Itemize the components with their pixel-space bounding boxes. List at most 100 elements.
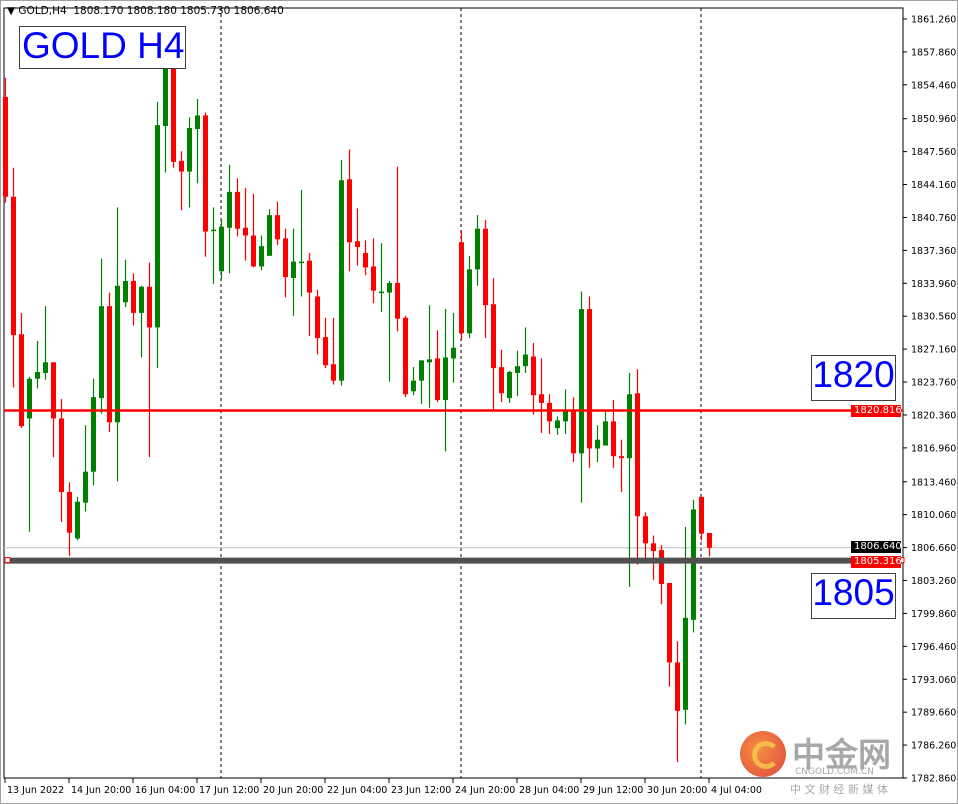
y-tick-label: 1830.560 xyxy=(911,312,956,323)
y-tick-label: 1857.860 xyxy=(911,47,956,58)
candle-body-bearish xyxy=(435,358,440,401)
candle-body-bullish xyxy=(627,394,632,459)
candle-body-bullish xyxy=(211,229,216,232)
candle-body-bearish xyxy=(179,160,184,172)
candle-body-bullish xyxy=(507,371,512,399)
candle-body-bullish xyxy=(515,366,520,373)
y-tick-label: 1793.060 xyxy=(911,675,956,686)
level-label-lower: 1805 xyxy=(811,573,896,619)
candle-body-bullish xyxy=(195,115,200,129)
x-tick-label: 16 Jun 04:00 xyxy=(135,785,195,796)
candle-body-bearish xyxy=(699,496,704,534)
watermark-slogan: 中 文 财 经 新 媒 体 xyxy=(790,783,888,796)
y-tick-label: 1844.160 xyxy=(911,180,956,191)
candle-body-bearish xyxy=(51,362,56,419)
x-tick-label: 13 Jun 2022 xyxy=(7,785,64,796)
y-tick-label: 1799.860 xyxy=(911,609,956,620)
candle-body-bearish xyxy=(659,550,664,584)
ohlc-readout: 1808.170 1808.180 1805.730 1806.640 xyxy=(73,5,284,17)
candle-body-bullish xyxy=(595,439,600,449)
candle-body-bullish xyxy=(411,380,416,392)
candle-body-bullish xyxy=(155,125,160,328)
plot-frame xyxy=(3,7,904,779)
y-tick-label: 1806.660 xyxy=(911,543,956,554)
candle-body-bearish xyxy=(395,282,400,319)
candle-body-bearish xyxy=(347,179,352,243)
candle-body-bearish xyxy=(203,115,208,232)
candle-body-bullish xyxy=(227,191,232,228)
candle-body-bearish xyxy=(147,286,152,328)
candle-body-bearish xyxy=(243,227,248,236)
candle-body-bullish xyxy=(35,371,40,379)
candle-body-bearish xyxy=(283,238,288,278)
candle-body-bearish xyxy=(707,532,712,548)
candle-body-bullish xyxy=(299,261,304,264)
lower-level-price-tag: 1805.316 xyxy=(851,555,902,568)
candle-body-bullish xyxy=(523,354,528,367)
candle-body-bearish xyxy=(499,367,504,394)
level-label-upper: 1820 xyxy=(811,355,896,401)
candle-body-bullish xyxy=(163,64,168,127)
candle-body-bullish xyxy=(467,269,472,334)
candle-body-bearish xyxy=(675,662,680,711)
y-tick-label: 1840.760 xyxy=(911,213,956,224)
candle-body-bearish xyxy=(643,516,648,544)
candle-body-bullish xyxy=(43,362,48,373)
candle-body-bearish xyxy=(11,196,16,336)
y-tick-label: 1796.460 xyxy=(911,642,956,653)
candle-body-bearish xyxy=(371,266,376,291)
candle-body-bearish xyxy=(403,317,408,395)
candle-body-bullish xyxy=(339,180,344,381)
candle-body-bullish xyxy=(115,285,120,423)
candle-body-bearish xyxy=(635,393,640,517)
candle-body-bearish xyxy=(323,337,328,366)
triangle-down-icon[interactable]: ▼ xyxy=(7,5,19,17)
candle-body-bullish xyxy=(75,501,80,539)
y-tick-label: 1837.360 xyxy=(911,246,956,257)
candle-body-bearish xyxy=(19,334,24,427)
x-tick-label: 28 Jun 04:00 xyxy=(519,785,579,796)
candle-body-bearish xyxy=(363,252,368,268)
candle-body-bullish xyxy=(187,128,192,172)
cngold-logo-swirl-icon xyxy=(752,741,780,769)
level-anchor-left[interactable] xyxy=(4,557,11,564)
candle-body-bullish xyxy=(475,228,480,270)
y-tick-label: 1786.260 xyxy=(911,741,956,752)
candle-body-bullish xyxy=(291,261,296,279)
x-tick-label: 24 Jun 20:00 xyxy=(455,785,515,796)
watermark-name: 中金网 xyxy=(792,735,891,774)
candle-body-bearish xyxy=(651,543,656,552)
candle-body-bullish xyxy=(27,378,32,419)
candle-body-bearish xyxy=(235,191,240,229)
x-tick-label: 14 Jun 20:00 xyxy=(71,785,131,796)
candle-body-bearish xyxy=(355,241,360,248)
x-tick-label: 30 Jun 20:00 xyxy=(647,785,707,796)
x-tick-label: 23 Jun 12:00 xyxy=(391,785,451,796)
y-tick-label: 1813.460 xyxy=(911,477,956,488)
y-tick-label: 1782.860 xyxy=(911,774,956,785)
chart-title-label: GOLD H4 xyxy=(19,26,186,69)
y-tick-label: 1823.760 xyxy=(911,378,956,389)
candle-body-bullish xyxy=(379,291,384,294)
candle-body-bullish xyxy=(83,471,88,503)
candle-body-bullish xyxy=(427,359,432,363)
candle-body-bearish xyxy=(459,242,464,334)
candle-body-bearish xyxy=(619,456,624,459)
candle-body-bullish xyxy=(139,286,144,313)
candle-body-bullish xyxy=(563,410,568,422)
x-tick-label: 4 Jul 04:00 xyxy=(711,785,762,796)
upper-level-price-tag: 1820.816 xyxy=(851,404,902,417)
candle-body-bullish xyxy=(259,246,264,267)
y-tick-label: 1803.260 xyxy=(911,576,956,587)
candle-body-bullish xyxy=(555,420,560,429)
candle-body-bearish xyxy=(131,280,136,313)
candle-body-bearish xyxy=(491,304,496,369)
candle-body-bearish xyxy=(275,215,280,240)
candle-body-bearish xyxy=(67,492,72,533)
candle-body-bullish xyxy=(683,617,688,710)
candle-body-bearish xyxy=(611,421,616,457)
x-tick-label: 17 Jun 12:00 xyxy=(199,785,259,796)
watermark-domain: CNGOLD.COM.CN xyxy=(795,767,874,777)
candle-body-bearish xyxy=(59,418,64,493)
